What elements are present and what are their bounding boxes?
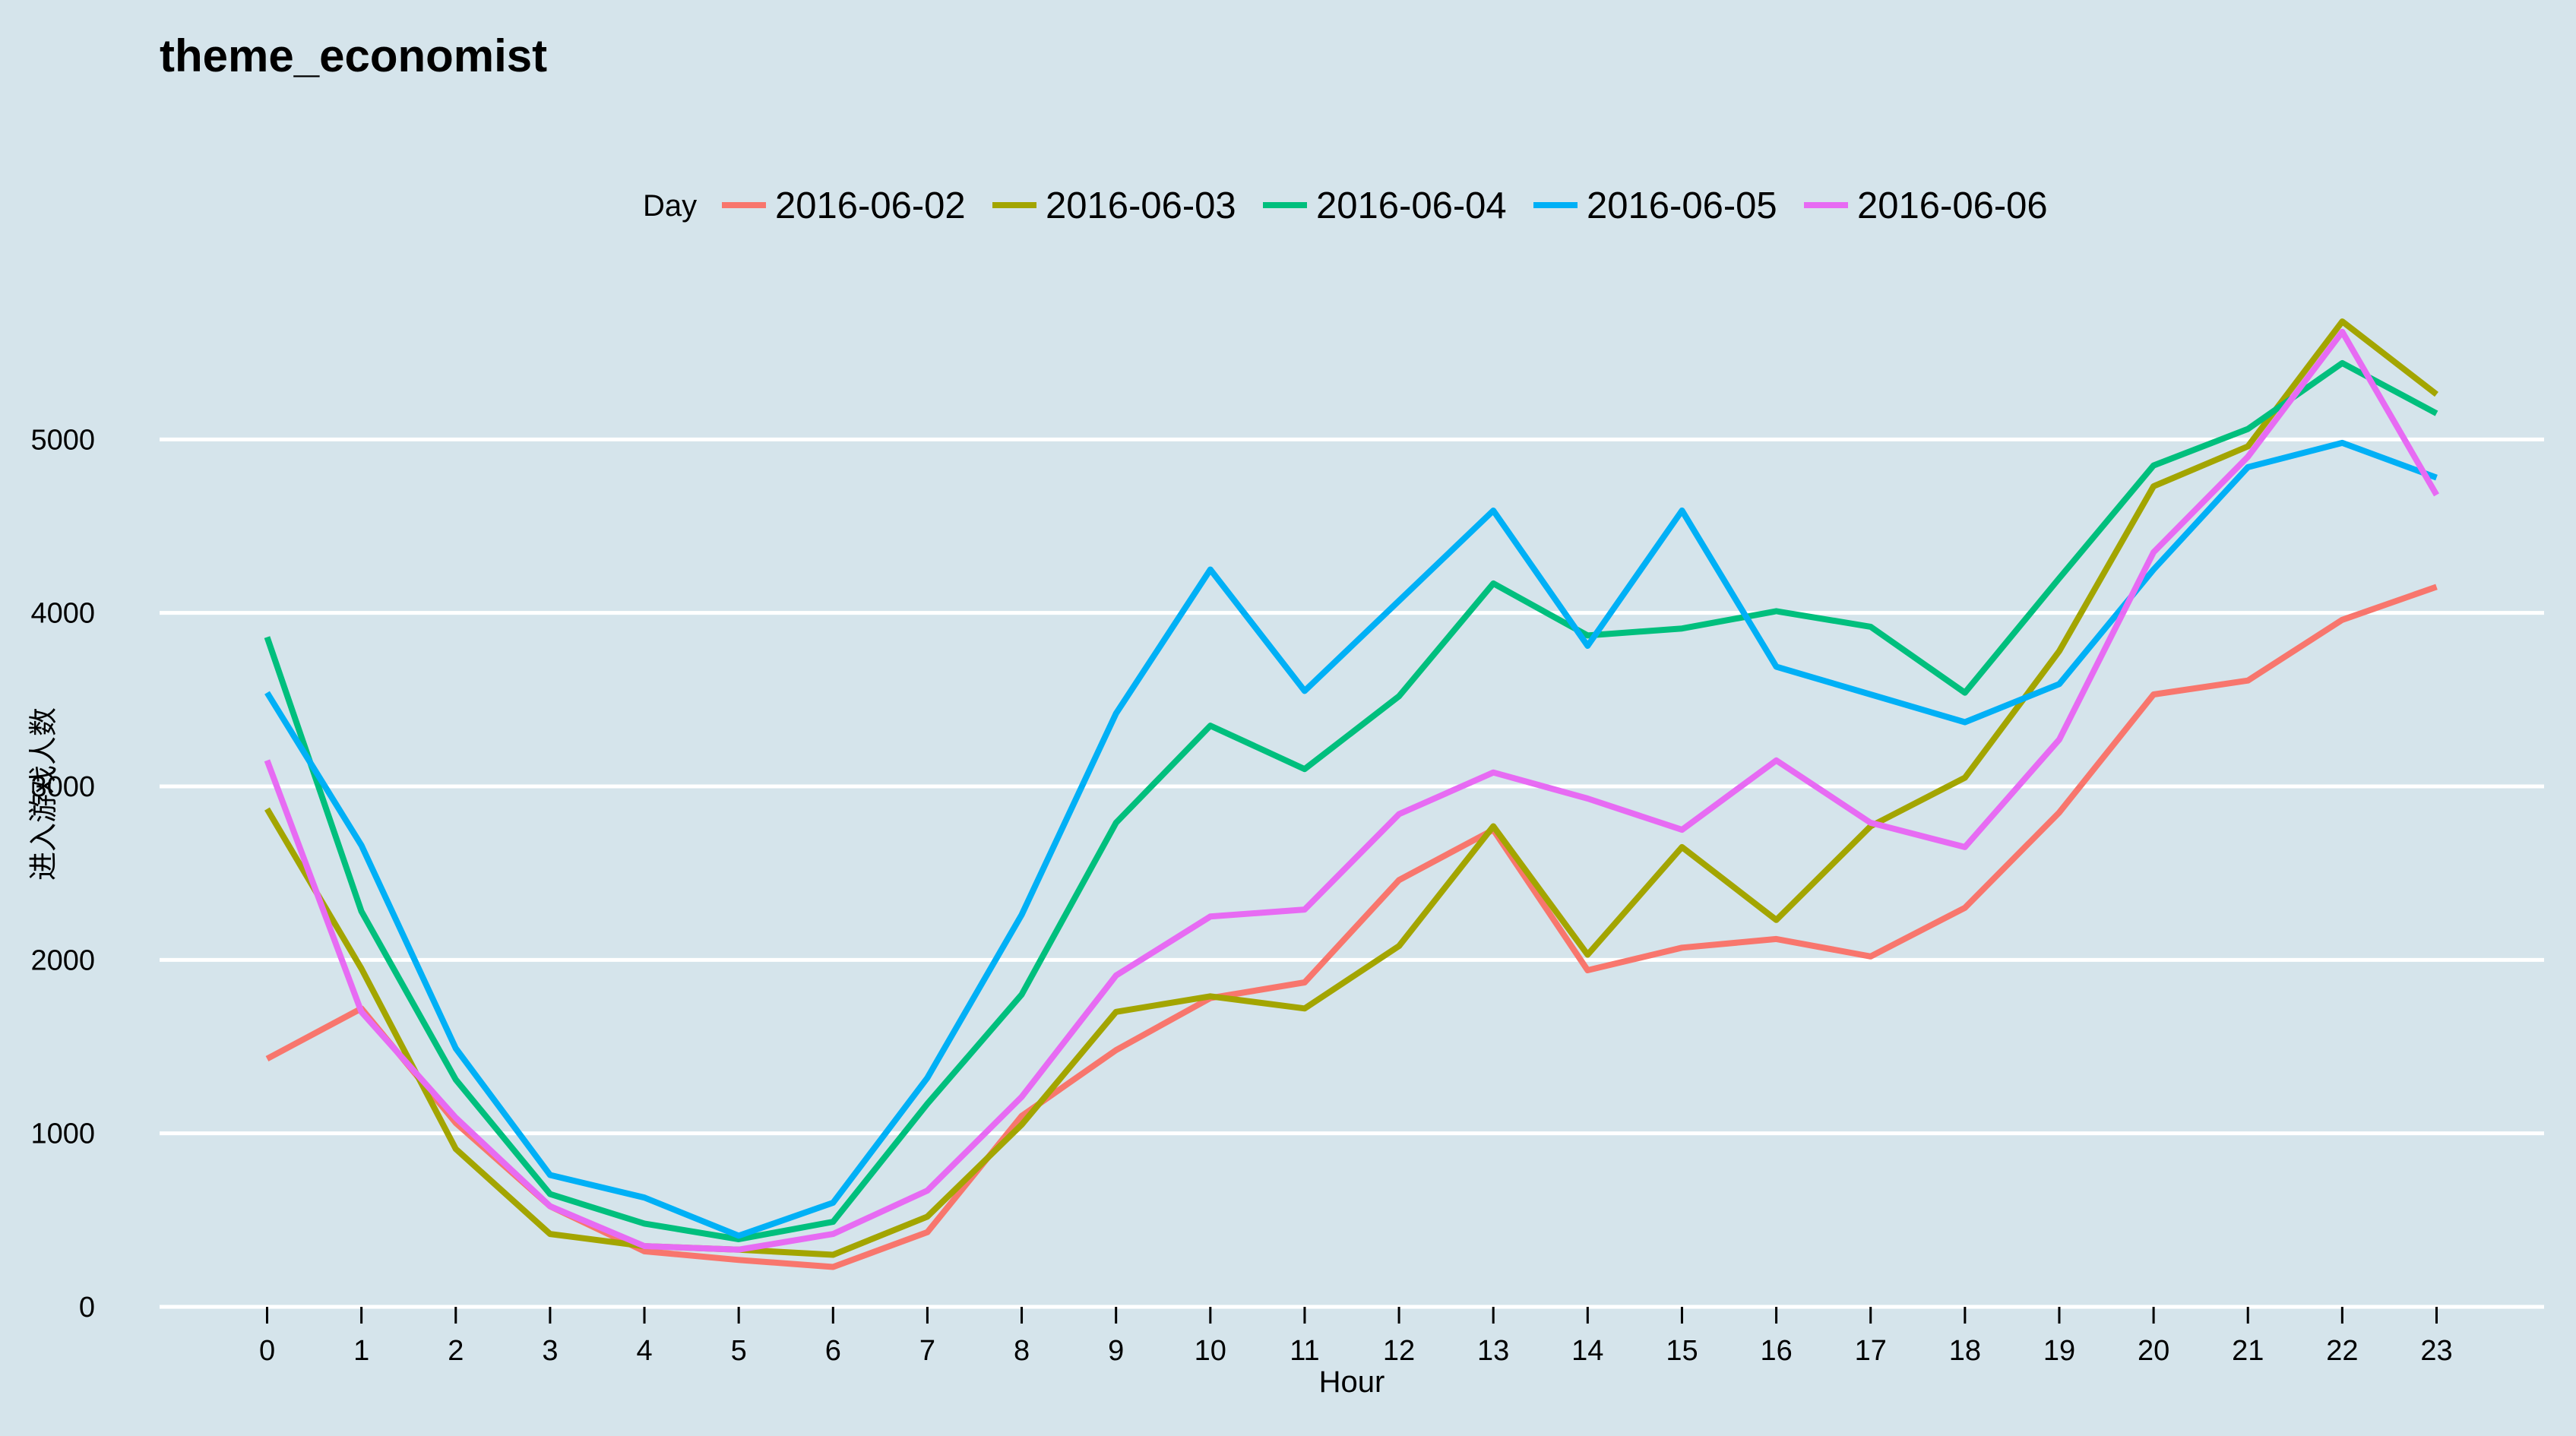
y-tick-label: 5000 [30,424,95,456]
x-tick-label: 13 [1477,1335,1509,1367]
x-tick-label: 1 [353,1335,369,1367]
y-tick-label: 3000 [30,771,95,803]
x-tick-label: 0 [259,1335,275,1367]
legend-label: 2016-06-03 [1046,185,1236,226]
x-tick-label: 16 [1760,1335,1792,1367]
x-tick-label: 15 [1666,1335,1698,1367]
series-line-2016-06-04 [264,359,2438,1242]
y-axis-title: 进入游戏人数 [27,707,60,881]
x-tick-label: 22 [2326,1335,2358,1367]
x-tick-label: 10 [1195,1335,1226,1367]
chart-title: theme_economist [160,30,547,81]
x-tick-label: 17 [1855,1335,1887,1367]
series-line-2016-06-02 [265,584,2438,1270]
series-layer [264,318,2439,1270]
series-line-2016-06-03 [264,318,2438,1258]
x-tick-label: 9 [1108,1335,1124,1367]
x-tick-label: 2 [448,1335,464,1367]
x-tick-label: 21 [2232,1335,2264,1367]
x-tick-label: 12 [1383,1335,1415,1367]
x-tick-label: 18 [1949,1335,1981,1367]
x-tick-label: 14 [1571,1335,1603,1367]
x-tick-label: 6 [825,1335,841,1367]
x-tick-label: 3 [542,1335,558,1367]
y-tick-label: 0 [79,1292,95,1324]
y-axis: 0 1000 2000 3000 4000 5000 [30,424,95,1324]
legend-label: 2016-06-04 [1316,185,1507,226]
legend-title: Day [643,189,697,223]
legend-label: 2016-06-06 [1857,185,2048,226]
gridlines [160,437,2544,1136]
x-tick-label: 5 [731,1335,747,1367]
x-tick-label: 8 [1014,1335,1030,1367]
x-tick-label: 4 [636,1335,652,1367]
x-axis-title: Hour [1319,1365,1385,1399]
legend-label: 2016-06-05 [1587,185,1777,226]
x-tick-label: 20 [2138,1335,2169,1367]
y-tick-label: 2000 [30,944,95,976]
x-tick-label: 11 [1290,1335,1319,1367]
x-tick-label: 7 [919,1335,935,1367]
x-tick-label: 19 [2043,1335,2075,1367]
series-line-2016-06-06 [264,328,2439,1253]
legend-label: 2016-06-02 [775,185,966,226]
x-tick-label: 23 [2420,1335,2452,1367]
y-tick-label: 1000 [30,1118,95,1150]
series-line-2016-06-05 [264,439,2438,1239]
y-tick-label: 4000 [30,598,95,630]
legend: Day 2016-06-02 2016-06-03 2016-06-04 2016-0… [643,185,2048,226]
x-axis: 0 1 2 3 4 5 6 7 8 9 10 11 12 13 14 15 16 17 18 19 20 21 22 23 [160,1305,2544,1367]
